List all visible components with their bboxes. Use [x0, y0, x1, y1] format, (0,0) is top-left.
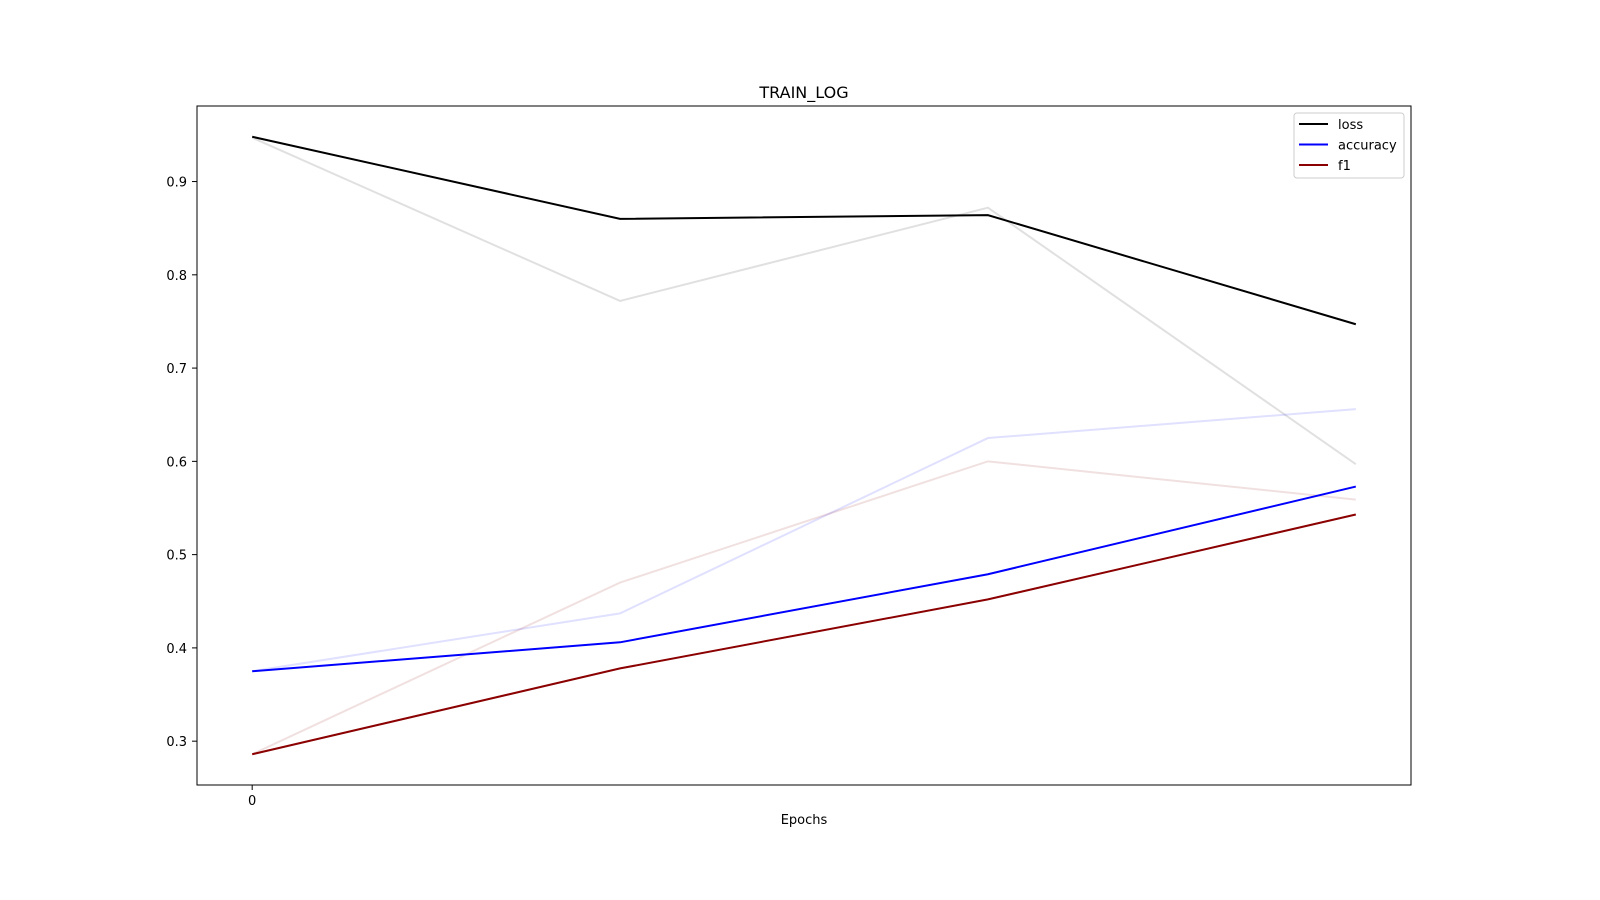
y-tick-label: 0.6 — [166, 455, 187, 470]
y-tick-label: 0.8 — [166, 269, 187, 284]
legend-label-accuracy: accuracy — [1338, 139, 1397, 154]
y-tick-label: 0.5 — [166, 549, 187, 564]
legend-label-loss: loss — [1338, 118, 1363, 133]
legend-box — [1293, 112, 1405, 179]
x-tick-label: 0 — [248, 794, 256, 809]
series-line-f1 — [251, 513, 1357, 756]
legend: loss accuracy f1 — [1293, 112, 1405, 179]
y-tick-label: 0.7 — [166, 362, 187, 377]
raw-line-accuracy — [252, 408, 1356, 673]
smoothed-series-lines — [251, 135, 1357, 756]
x-axis: 0 — [248, 785, 256, 809]
raw-line-loss — [251, 136, 1357, 465]
x-axis-label: Epochs — [781, 813, 828, 828]
y-tick-label: 0.9 — [166, 176, 187, 191]
chart-title: TRAIN_LOG — [758, 83, 848, 103]
series-line-accuracy — [252, 485, 1357, 673]
raw-line-f1 — [251, 460, 1356, 756]
y-tick-label: 0.3 — [166, 735, 187, 750]
raw-series-lines — [251, 136, 1357, 756]
y-tick-label: 0.4 — [166, 642, 187, 657]
y-axis: 0.3 0.4 0.5 0.6 0.7 0.8 0.9 — [166, 176, 197, 750]
legend-label-f1: f1 — [1338, 159, 1351, 174]
plot-area-frame — [196, 105, 1412, 786]
series-line-loss — [251, 135, 1357, 326]
